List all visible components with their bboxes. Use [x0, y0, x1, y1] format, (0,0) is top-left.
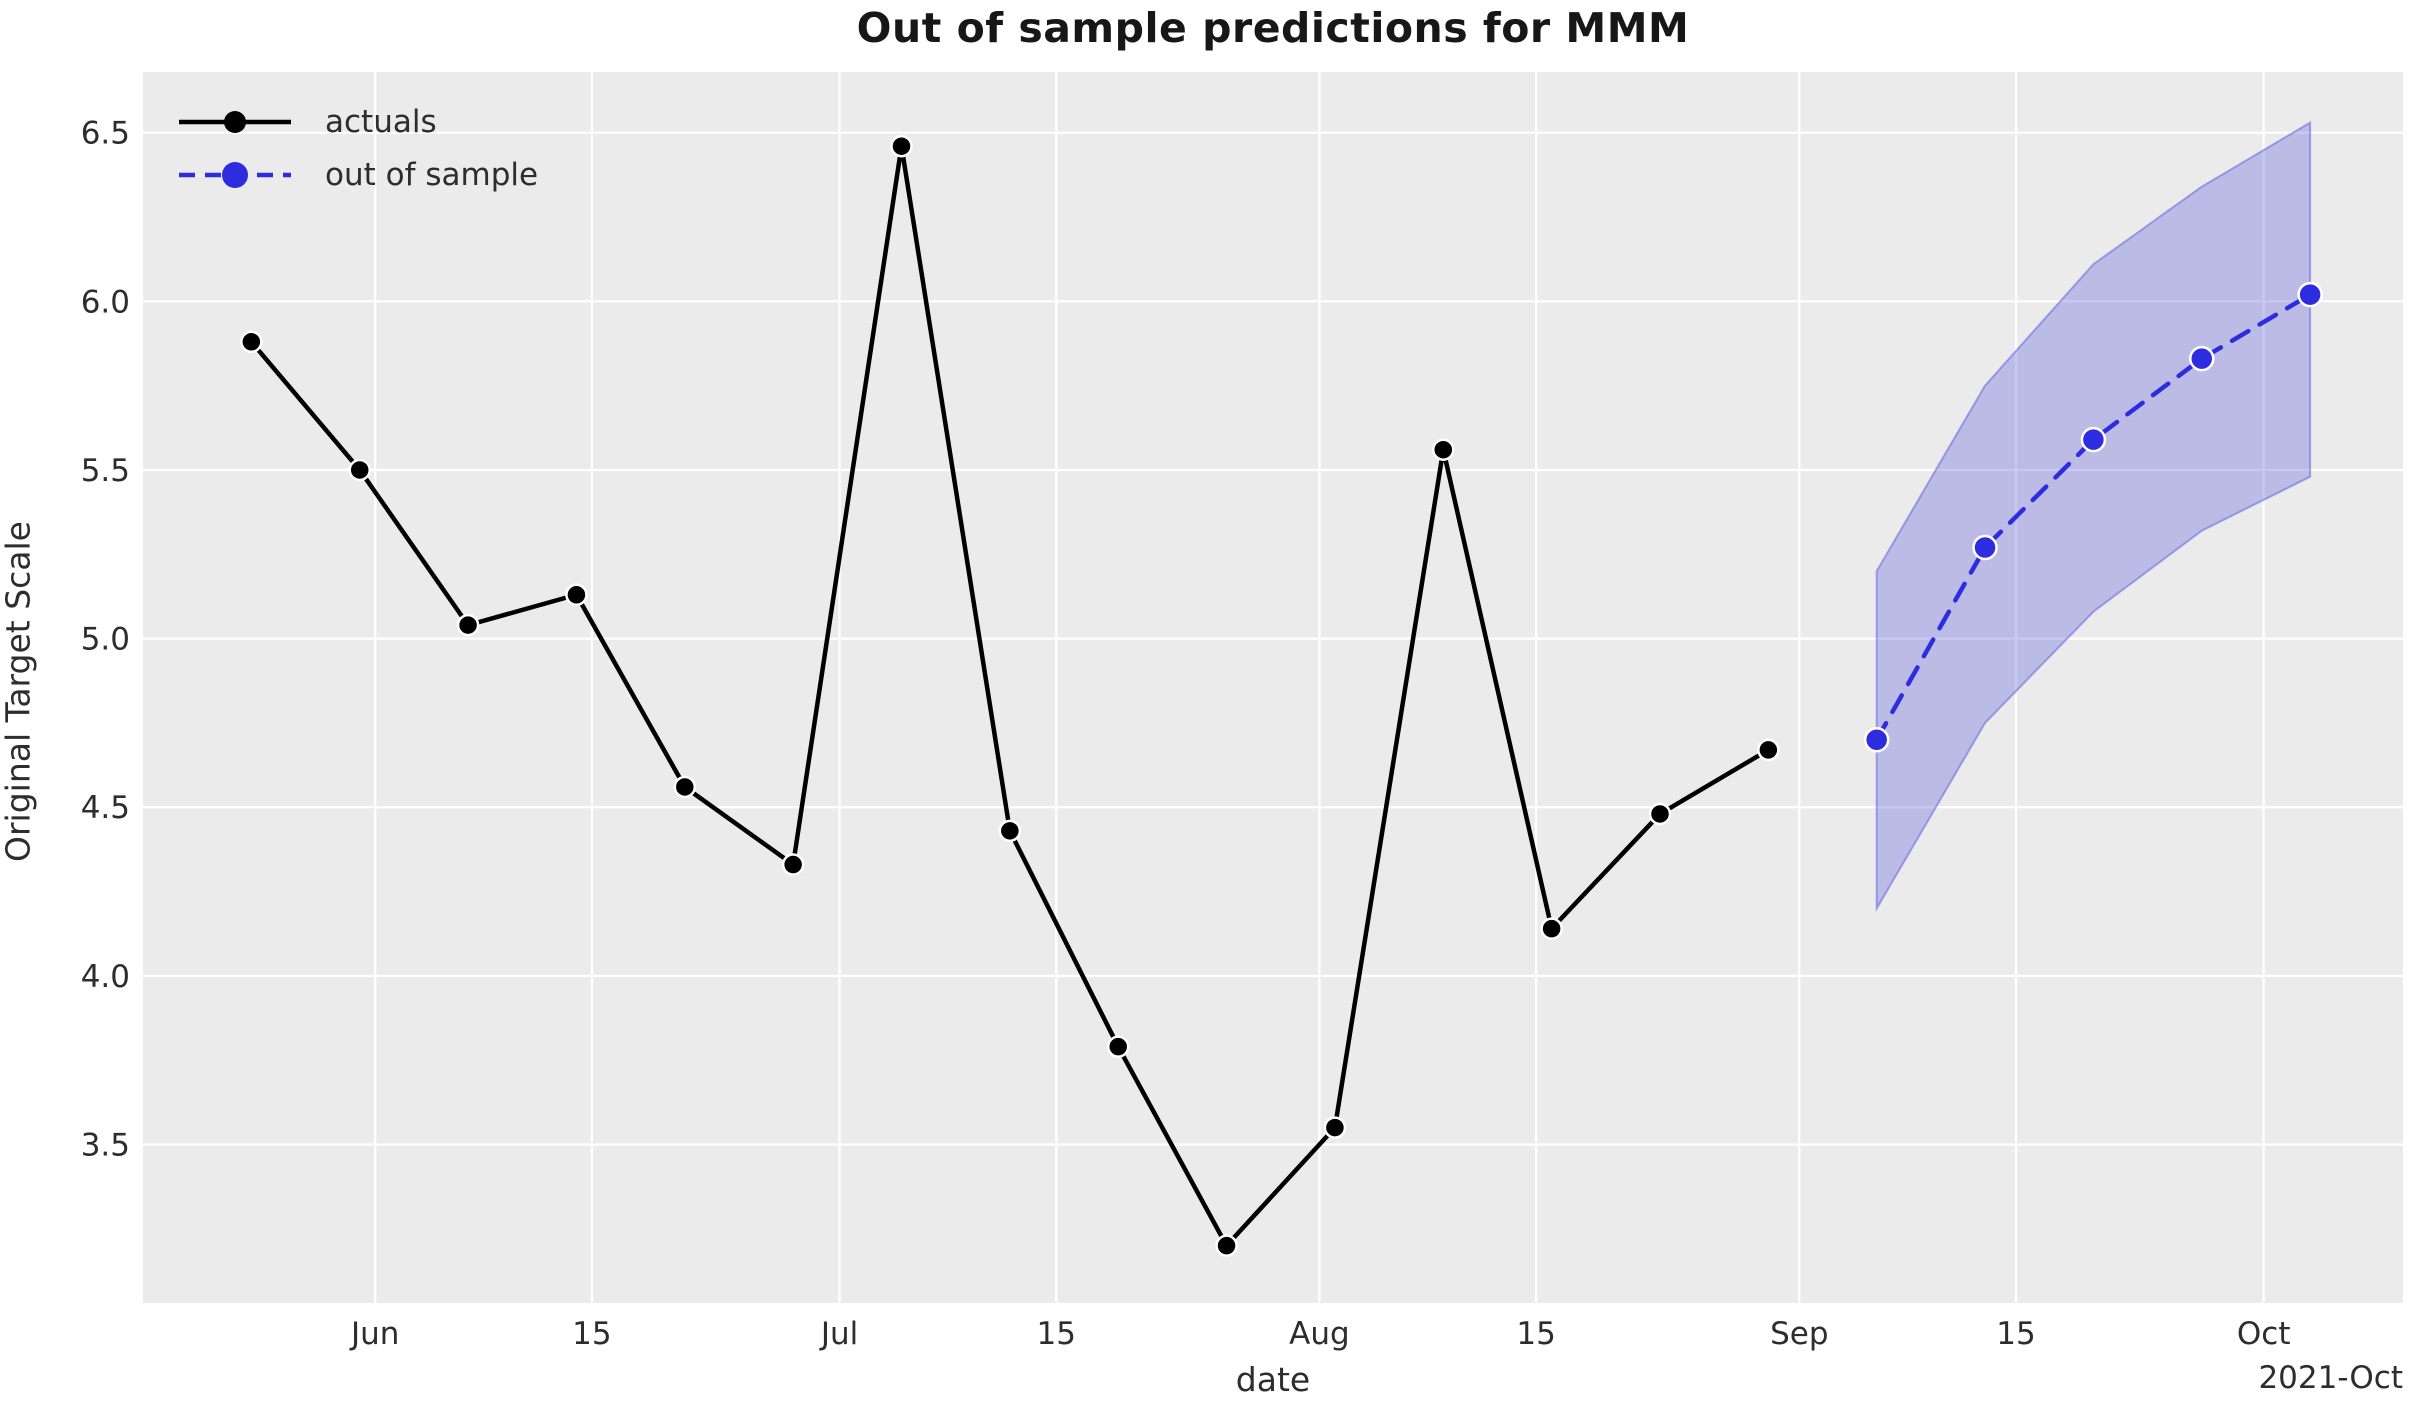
x-tick-label: Sep	[1770, 1316, 1828, 1352]
y-axis-label: Original Target Scale	[0, 521, 38, 862]
out-of-sample-point	[2080, 426, 2107, 453]
x-tick-label: Jul	[819, 1316, 858, 1352]
actuals-point	[1106, 1035, 1130, 1058]
x-tick-label: Oct	[2237, 1316, 2291, 1352]
legend-item-actuals: actuals	[175, 104, 538, 140]
y-tick-label: 6.0	[81, 284, 130, 320]
confidence-band	[1875, 120, 2312, 913]
tick-labels: Jun 15 Jul 15 Aug 15 Sep 15 Oct 3.5 4.0 4.5 5.0 5.5 6.…	[81, 116, 2291, 1352]
gridlines	[143, 72, 2403, 1303]
actuals-point	[456, 613, 480, 637]
legend-label-out-of-sample: out of sample	[325, 157, 539, 193]
out-of-sample-point	[1972, 534, 1998, 561]
out-of-sample-line	[1874, 292, 2313, 743]
actuals-point	[890, 134, 913, 158]
legend-swatch-actuals-icon	[179, 111, 291, 133]
legend: actuals out of sample	[175, 104, 538, 210]
y-tick-label: 3.5	[81, 1127, 130, 1163]
actuals-point	[1323, 1116, 1347, 1139]
x-tick-label: Jun	[349, 1316, 399, 1352]
actuals-point	[781, 853, 805, 876]
actuals-point	[240, 330, 263, 354]
plot-background	[143, 72, 2403, 1303]
x-axis-offset-label: 2021-Oct	[2258, 1360, 2403, 1396]
actuals-point	[998, 819, 1022, 843]
y-tick-label: 5.0	[81, 622, 130, 658]
out-of-sample-point	[2189, 345, 2215, 372]
x-tick-label: 15	[1516, 1316, 1555, 1352]
legend-label-actuals: actuals	[325, 104, 437, 140]
x-tick-label: 15	[1996, 1316, 2035, 1352]
actuals-point	[673, 775, 697, 799]
y-tick-label: 4.5	[81, 790, 130, 826]
x-axis-label: date	[1235, 1360, 1311, 1399]
actuals-point	[565, 583, 588, 607]
out-of-sample-point	[2297, 281, 2323, 308]
actuals-point	[348, 458, 371, 482]
chart-title: Out of sample predictions for MMM	[856, 4, 1690, 52]
actuals-point	[1757, 738, 1780, 762]
actuals-point	[1540, 917, 1563, 940]
actuals-point	[1648, 802, 1672, 826]
legend-item-out-of-sample: out of sample	[175, 157, 538, 193]
actuals-point	[1215, 1234, 1238, 1257]
y-tick-label: 4.0	[81, 959, 130, 995]
y-tick-label: 5.5	[81, 453, 130, 489]
y-tick-label: 6.5	[81, 116, 130, 152]
x-tick-label: Aug	[1289, 1316, 1350, 1352]
out-of-sample-point	[1863, 727, 1890, 753]
legend-swatch-out-of-sample-icon	[179, 162, 291, 188]
x-tick-label: 15	[1037, 1316, 1076, 1352]
actuals-point	[1432, 438, 1455, 461]
x-tick-label: 15	[572, 1316, 611, 1352]
